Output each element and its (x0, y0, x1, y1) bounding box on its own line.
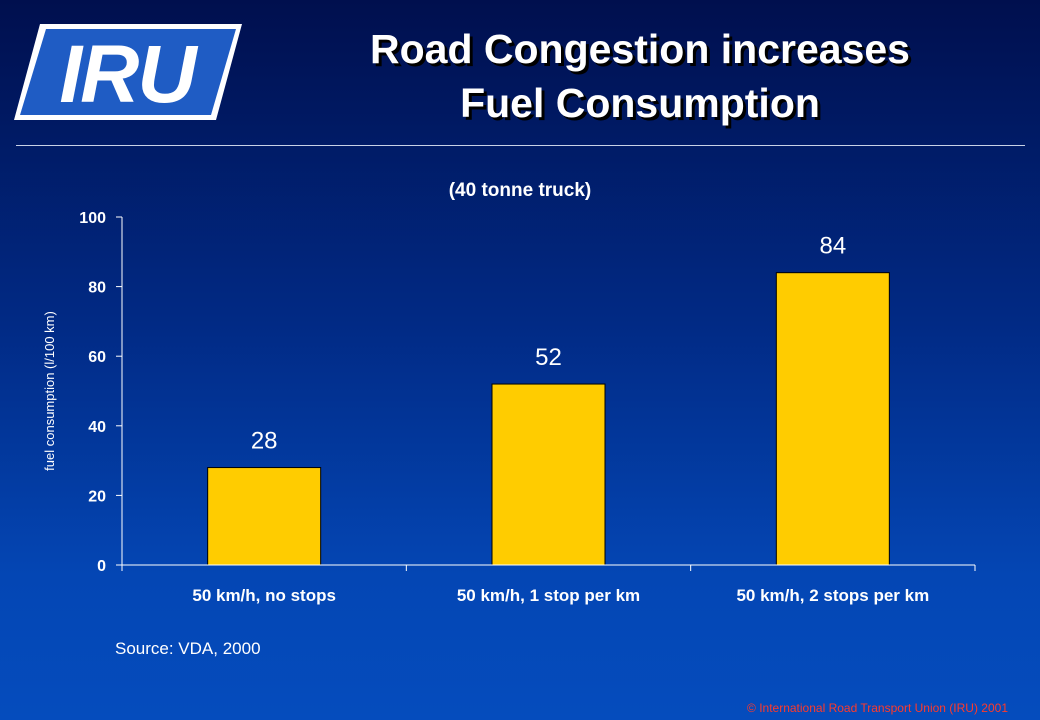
bar (491, 383, 606, 566)
bar (207, 467, 322, 566)
data-label: 28 (251, 428, 278, 455)
iru-logo: IRU (14, 24, 242, 120)
x-category-label: 50 km/h, 2 stops per km (736, 586, 929, 605)
x-category-label: 50 km/h, no stops (192, 586, 336, 605)
source-note: Source: VDA, 2000 (115, 639, 261, 658)
y-tick-label: 0 (97, 558, 106, 575)
data-label: 84 (819, 233, 846, 260)
slide-title-line-2: Fuel Consumption (460, 80, 820, 126)
y-axis-label: fuel consumption (l/100 km) (42, 311, 57, 471)
x-category-label: 50 km/h, 1 stop per km (457, 586, 640, 605)
chart-subtitle: (40 tonne truck) (449, 180, 592, 201)
copyright-notice: © International Road Transport Union (IR… (747, 701, 1008, 715)
iru-logo-text: IRU (59, 29, 198, 120)
y-tick-label: 20 (88, 488, 106, 505)
y-tick-label: 60 (88, 349, 106, 366)
y-axis: 0 20 40 60 80 100 (79, 210, 123, 575)
data-label: 52 (535, 344, 562, 371)
y-tick-label: 40 (88, 419, 106, 436)
title-divider (16, 145, 1025, 146)
y-tick-label: 100 (79, 210, 106, 227)
x-axis: 50 km/h, no stops 50 km/h, 1 stop per km 5… (121, 564, 976, 605)
y-tick-label: 80 (88, 280, 106, 297)
slide-title: Road Congestion increases Fuel Consumpti… (270, 22, 1010, 130)
bar (775, 272, 890, 566)
bars: 28 52 84 (207, 233, 890, 566)
slide-title-line-1: Road Congestion increases (370, 26, 910, 72)
iru-logo-panel (20, 29, 236, 115)
